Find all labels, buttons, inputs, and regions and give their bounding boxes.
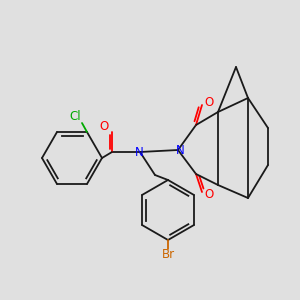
Text: O: O	[204, 95, 214, 109]
Text: O: O	[99, 121, 109, 134]
Text: N: N	[135, 146, 143, 158]
Text: Cl: Cl	[69, 110, 81, 122]
Text: N: N	[176, 143, 184, 157]
Text: O: O	[204, 188, 214, 200]
Text: Br: Br	[161, 248, 175, 260]
